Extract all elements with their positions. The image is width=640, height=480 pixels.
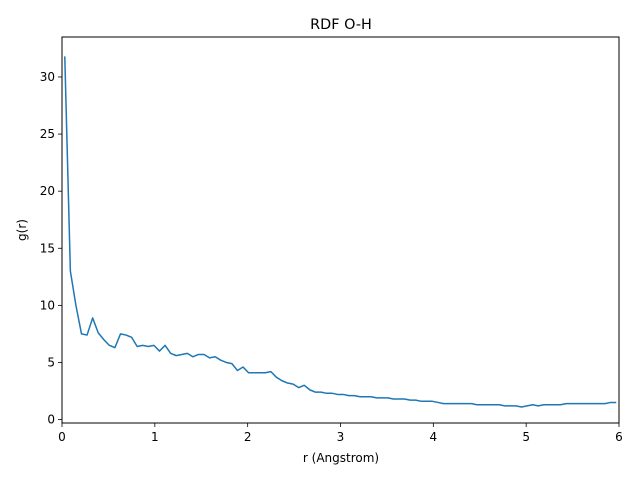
axis-ticks: 0 1 2 3 4 5 6 0 5 10 15 20 25 30 (40, 70, 623, 444)
x-axis-label: r (Angstrom) (303, 451, 379, 465)
y-tick-label: 10 (40, 298, 55, 312)
x-tick-label: 6 (615, 430, 623, 444)
plot-area (64, 56, 617, 408)
x-tick-label: 3 (337, 430, 345, 444)
y-tick-label: 15 (40, 241, 55, 255)
x-tick-label: 2 (244, 430, 252, 444)
y-axis-label: g(r) (15, 219, 29, 241)
y-tick-label: 25 (40, 127, 55, 141)
y-tick-label: 20 (40, 184, 55, 198)
x-tick-label: 5 (522, 430, 530, 444)
axes-frame (61, 36, 620, 424)
y-tick-label: 30 (40, 70, 55, 84)
x-tick-label: 0 (58, 430, 66, 444)
x-tick-label: 4 (430, 430, 438, 444)
chart-title: RDF O-H (310, 17, 372, 33)
y-tick-label: 0 (47, 413, 55, 427)
x-tick-label: 1 (151, 430, 159, 444)
series-line-0 (64, 56, 617, 408)
y-tick-label: 5 (47, 355, 55, 369)
